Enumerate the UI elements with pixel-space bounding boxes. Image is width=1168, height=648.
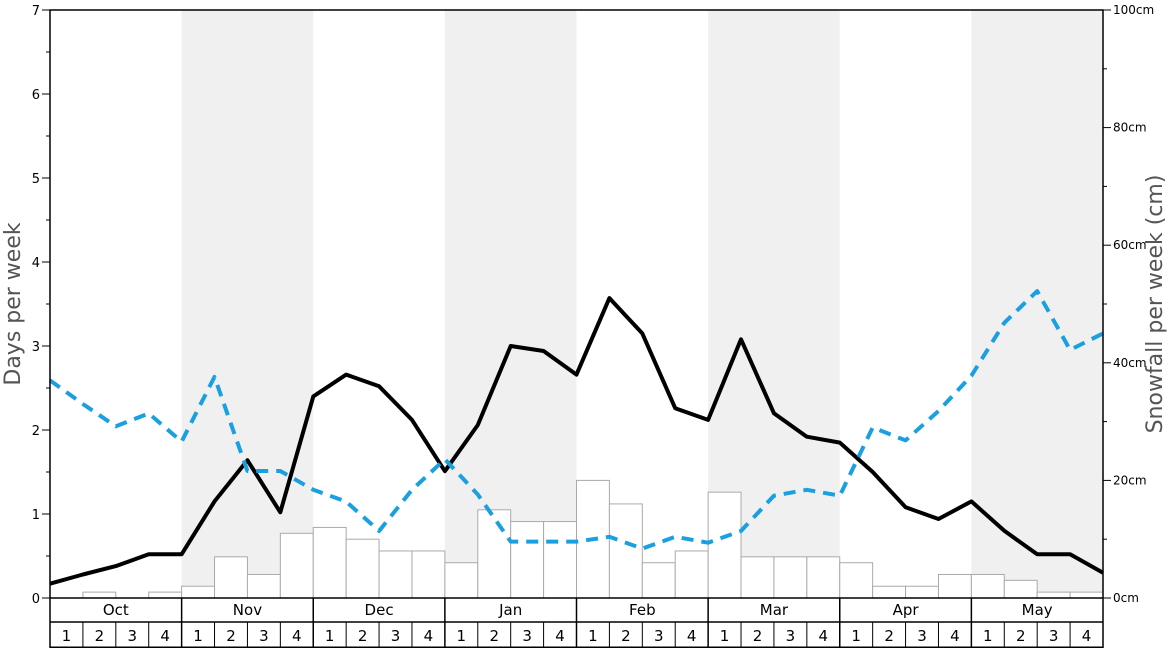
bar-week-28: [937, 573, 972, 599]
month-label-may: May: [1022, 601, 1053, 619]
bar-week-22: [740, 556, 775, 599]
y2-tick-label: 100cm: [1113, 3, 1154, 17]
month-label-feb: Feb: [629, 601, 656, 619]
month-label-mar: Mar: [760, 601, 789, 619]
month-shading: [181, 10, 1103, 598]
bar-week-7: [246, 573, 281, 599]
month-label-jan: Jan: [498, 601, 522, 619]
bar-week-29: [970, 573, 1005, 599]
month-label-oct: Oct: [103, 601, 129, 619]
bar-week-11: [378, 550, 413, 599]
week-label: 2: [489, 627, 499, 645]
week-label: 3: [786, 627, 796, 645]
y2-tick-label: 40cm: [1113, 356, 1147, 370]
y-tick-label: 5: [32, 172, 40, 187]
bar-week-31: [1036, 591, 1071, 599]
month-label-nov: Nov: [233, 601, 262, 619]
week-label: 4: [292, 627, 302, 645]
bar-week-20: [674, 550, 709, 599]
month-week-axis: Oct 1 2 3 4 Nov 1 2 3 4 Dec 1 2 3 4 Jan 1 2 3 4 Feb 1 2 3 4 Mar 1 2…: [49, 598, 1104, 648]
y2-tick-label: 60cm: [1113, 238, 1147, 252]
week-label: 2: [1016, 627, 1026, 645]
line-series: [48, 289, 1104, 586]
month-label-apr: Apr: [893, 601, 920, 619]
week-label: 4: [950, 627, 960, 645]
month-label-dec: Dec: [365, 601, 394, 619]
week-label: 4: [819, 627, 829, 645]
week-label: 4: [160, 627, 170, 645]
week-label: 4: [1082, 627, 1092, 645]
bar-week-2: [82, 591, 117, 599]
week-label: 3: [522, 627, 532, 645]
bar-week-9: [312, 526, 347, 599]
y-tick-label: 6: [32, 88, 40, 103]
solid-line: [49, 296, 1104, 586]
month-shade-jan: [444, 10, 577, 598]
week-label: 1: [588, 627, 598, 645]
bar-week-6: [214, 556, 248, 599]
bar-week-4: [148, 591, 183, 599]
week-label: 2: [621, 627, 631, 645]
week-label: 1: [325, 627, 335, 645]
bar-week-26: [872, 585, 907, 599]
week-label: 1: [193, 627, 203, 645]
bar-week-5: [181, 585, 216, 599]
bar-week-21: [707, 491, 742, 599]
week-label: 1: [457, 627, 467, 645]
y-tick-label: 2: [32, 424, 40, 439]
y-tick-label: 4: [32, 256, 40, 271]
week-label: 3: [127, 627, 137, 645]
y-axis-title: Days per week: [1, 222, 26, 385]
month-shade-may: [971, 10, 1103, 598]
y2-tick-label: 20cm: [1113, 473, 1147, 487]
week-label: 2: [358, 627, 368, 645]
bar-week-13: [444, 562, 479, 599]
y2-tick-label: 80cm: [1113, 121, 1147, 135]
week-label: 4: [555, 627, 565, 645]
bar-week-32: [1069, 591, 1104, 599]
week-label: 2: [753, 627, 763, 645]
left-axis: 0 1 2 3 4 5 6 7: [32, 4, 50, 607]
bar-week-30: [1003, 579, 1038, 599]
bar-week-16: [543, 521, 577, 599]
week-label: 1: [62, 627, 72, 645]
bar-series: [82, 479, 1104, 599]
week-label: 3: [259, 627, 269, 645]
week-label: 2: [226, 627, 236, 645]
week-label: 2: [95, 627, 105, 645]
week-label: 1: [720, 627, 730, 645]
bar-week-12: [411, 550, 446, 599]
y-tick-label: 1: [32, 508, 40, 523]
y-tick-label: 3: [32, 340, 40, 355]
right-axis: 0cm 20cm 40cm 60cm 80cm 100cm: [1103, 3, 1154, 605]
y2-axis-title: Snowfall per week (cm): [1143, 175, 1168, 434]
bar-week-10: [345, 538, 380, 599]
bar-week-19: [641, 562, 676, 599]
week-label: 4: [424, 627, 434, 645]
week-label: 3: [391, 627, 401, 645]
week-label: 4: [687, 627, 697, 645]
bar-week-27: [905, 585, 939, 599]
bar-week-23: [773, 556, 808, 599]
bar-week-15: [510, 521, 545, 599]
week-label: 2: [884, 627, 894, 645]
month-shade-nov: [181, 10, 314, 598]
week-label: 1: [851, 627, 861, 645]
bar-week-24: [806, 556, 841, 599]
week-label: 1: [983, 627, 993, 645]
bar-week-8: [279, 532, 314, 599]
y-tick-label: 7: [32, 4, 40, 19]
bar-week-14: [477, 509, 512, 599]
y2-tick-label: 0cm: [1113, 591, 1139, 605]
y-tick-label: 0: [32, 592, 40, 607]
week-label: 3: [654, 627, 664, 645]
bar-week-18: [608, 503, 643, 599]
week-label: 3: [1049, 627, 1059, 645]
week-label: 3: [917, 627, 927, 645]
dashed-line: [48, 289, 1104, 551]
bar-week-25: [839, 562, 874, 599]
